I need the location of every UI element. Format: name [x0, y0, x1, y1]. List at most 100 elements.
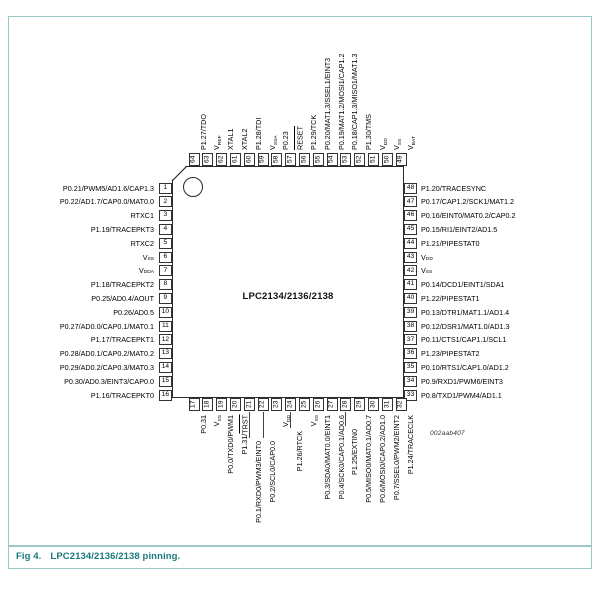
pin-number-box: 58 [271, 152, 283, 166]
pin-number-box: 36 [404, 348, 418, 360]
pin-number-box: 19 [216, 398, 228, 412]
pin-number-box: 42 [404, 265, 418, 277]
pin-number-box: 14 [158, 361, 172, 373]
pin-number-box: 60 [243, 152, 255, 166]
pin-signal-label: P0.21/PWM5/AD1.6/CAP1.3 [62, 183, 154, 193]
pin-number-box: 16 [158, 389, 172, 401]
pin-number-box: 48 [404, 182, 418, 194]
pin-signal-label: P1.19/TRACEPKT3 [90, 224, 154, 234]
pin-signal-label: P0.10/RTS1/CAP1.0/AD1.2 [421, 362, 509, 372]
pin-signal-label: P0.16/EINT0/MAT0.2/CAP0.2 [421, 211, 516, 221]
pin-signal-label: P0.3/SDA0/MAT0.0/EINT1 [322, 415, 332, 500]
pin-signal-label: P0.31 [198, 415, 208, 434]
pin-signal-label: P0.11/CTS1/CAP1.1/SCL1 [421, 335, 507, 345]
pin-signal-label: P0.0/TXD0/PWM1 [226, 415, 236, 474]
pin-signal-label: P0.20/MAT1.3/SSEL1/EINT3 [322, 57, 332, 150]
pin-signal-label: RESET [293, 126, 305, 150]
pin-signal-label: P0.29/AD0.2/CAP0.3/MAT0.3 [59, 362, 154, 372]
pin-signal-label: P1.28/TDI [253, 117, 263, 150]
pin-signal-label: P1.18/TRACEPKT2 [90, 280, 154, 290]
pin-number-box: 20 [229, 398, 241, 412]
pin-signal-label: VREF [212, 135, 224, 150]
pin-number-box: 43 [404, 251, 418, 263]
pin-signal-label: P0.19/MAT1.2/MOSI1/CAP1.2 [336, 53, 346, 150]
pin-number-box: 9 [158, 292, 172, 304]
pin-number-box: 10 [158, 306, 172, 318]
pin-number-box: 17 [188, 398, 200, 412]
pin-number-box: 4 [158, 223, 172, 235]
pin-signal-label: P1.26/RTCK [295, 431, 305, 472]
pin-number-box: 35 [404, 361, 418, 373]
pin-number-box: 33 [404, 389, 418, 401]
pin-signal-label: P1.30/TMS [364, 114, 374, 150]
pin-number-box: 50 [381, 152, 393, 166]
pin-signal-label: P0.13/DTR1/MAT1.1/AD1.4 [421, 307, 510, 317]
pin-number-box: 56 [298, 152, 310, 166]
pin-signal-label: VDD [378, 138, 389, 150]
pin-signal-label: VBAT [405, 136, 417, 150]
pin-signal-label: P1.22/PIPESTAT1 [421, 293, 480, 303]
pin-signal-label: P0.2/SCL0/CAP0.0 [267, 441, 277, 503]
pin-number-box: 23 [271, 398, 283, 412]
pin-signal-label: P1.16/TRACEPKT0 [90, 390, 154, 400]
pin-signal-label: P0.7/SSEL0/PWM2/EINT2 [391, 415, 401, 501]
pin-signal-label: VSS [391, 138, 403, 150]
pin-signal-label: P1.21/PIPESTAT0 [421, 238, 480, 248]
pin-signal-label: P0.8/TXD1/PWM4/AD1.1 [421, 390, 502, 400]
pin-number-box: 25 [298, 398, 310, 412]
pin-number-box: 34 [404, 375, 418, 387]
figure-caption: Fig 4. LPC2134/2136/2138 pinning. [16, 551, 180, 562]
pin-signal-label: P1.17/TRACEPKT1 [90, 335, 154, 345]
pin-signal-label: P1.20/TRACESYNC [421, 183, 487, 193]
pin-signal-label: P0.4/SCK0/CAP0.1/AD0.6 [336, 415, 346, 500]
pin-signal-label: P0.25/AD0.4/AOUT [91, 293, 154, 303]
caption-divider [8, 545, 592, 547]
pin-number-box: 3 [158, 210, 172, 222]
pin-number-box: 21 [243, 398, 255, 412]
pin-signal-label: P0.28/AD0.1/CAP0.2/MAT0.2 [59, 349, 154, 359]
caption-number: Fig 4. [16, 551, 42, 562]
pin-number-box: 8 [158, 279, 172, 291]
pin-number-box: 52 [354, 152, 366, 166]
pin-signal-label: VDD [281, 415, 292, 427]
pin-number-box: 57 [285, 152, 297, 166]
pin-number-box: 30 [367, 398, 379, 412]
label-leader-line [290, 412, 292, 428]
pin-signal-label: P1.25/EXTIN0 [350, 429, 360, 475]
pin-signal-label: VSS [309, 415, 320, 427]
pin-number-box: 62 [216, 152, 228, 166]
pin-number-box: 27 [326, 398, 338, 412]
pin-number-box: 12 [158, 334, 172, 346]
pin-number-box: 37 [404, 334, 418, 346]
pin-number-box: 54 [326, 152, 338, 166]
pin-signal-label: P0.14/DCD1/EINT1/SDA1 [421, 280, 505, 290]
pin-1-orientation-marker-icon [183, 177, 203, 197]
pin-number-box: 26 [312, 398, 324, 412]
label-leader-line [345, 412, 347, 426]
label-leader-line [248, 412, 250, 438]
pin-signal-label: P0.12/DSR1/MAT1.0/AD1.3 [421, 321, 510, 331]
pin-number-box: 64 [188, 152, 200, 166]
pin-signal-label: VSSA [267, 135, 279, 150]
pin-signal-label: P1.23/PIPESTAT2 [421, 349, 480, 359]
pin-number-box: 5 [158, 237, 172, 249]
pin-number-box: 13 [158, 348, 172, 360]
pin-number-box: 40 [404, 292, 418, 304]
chip-corner-bevel [171, 165, 188, 182]
pin-number-box: 1 [158, 182, 172, 194]
pin-number-box: 15 [158, 375, 172, 387]
pin-signal-label: P0.22/AD1.7/CAP0.0/MAT0.0 [59, 197, 154, 207]
pin-number-box: 45 [404, 223, 418, 235]
pin-signal-label: P0.17/CAP1.2/SCK1/MAT1.2 [421, 197, 514, 207]
pin-number-box: 41 [404, 279, 418, 291]
pin-number-box: 32 [395, 398, 407, 412]
pin-number-box: 24 [285, 398, 297, 412]
pin-number-box: 2 [158, 196, 172, 208]
pin-number-box: 38 [404, 320, 418, 332]
pin-number-box: 49 [395, 152, 407, 166]
pin-number-box: 6 [158, 251, 172, 263]
caption-text: LPC2134/2136/2138 pinning. [50, 551, 181, 562]
document-reference-code: 002aab407 [430, 430, 465, 437]
